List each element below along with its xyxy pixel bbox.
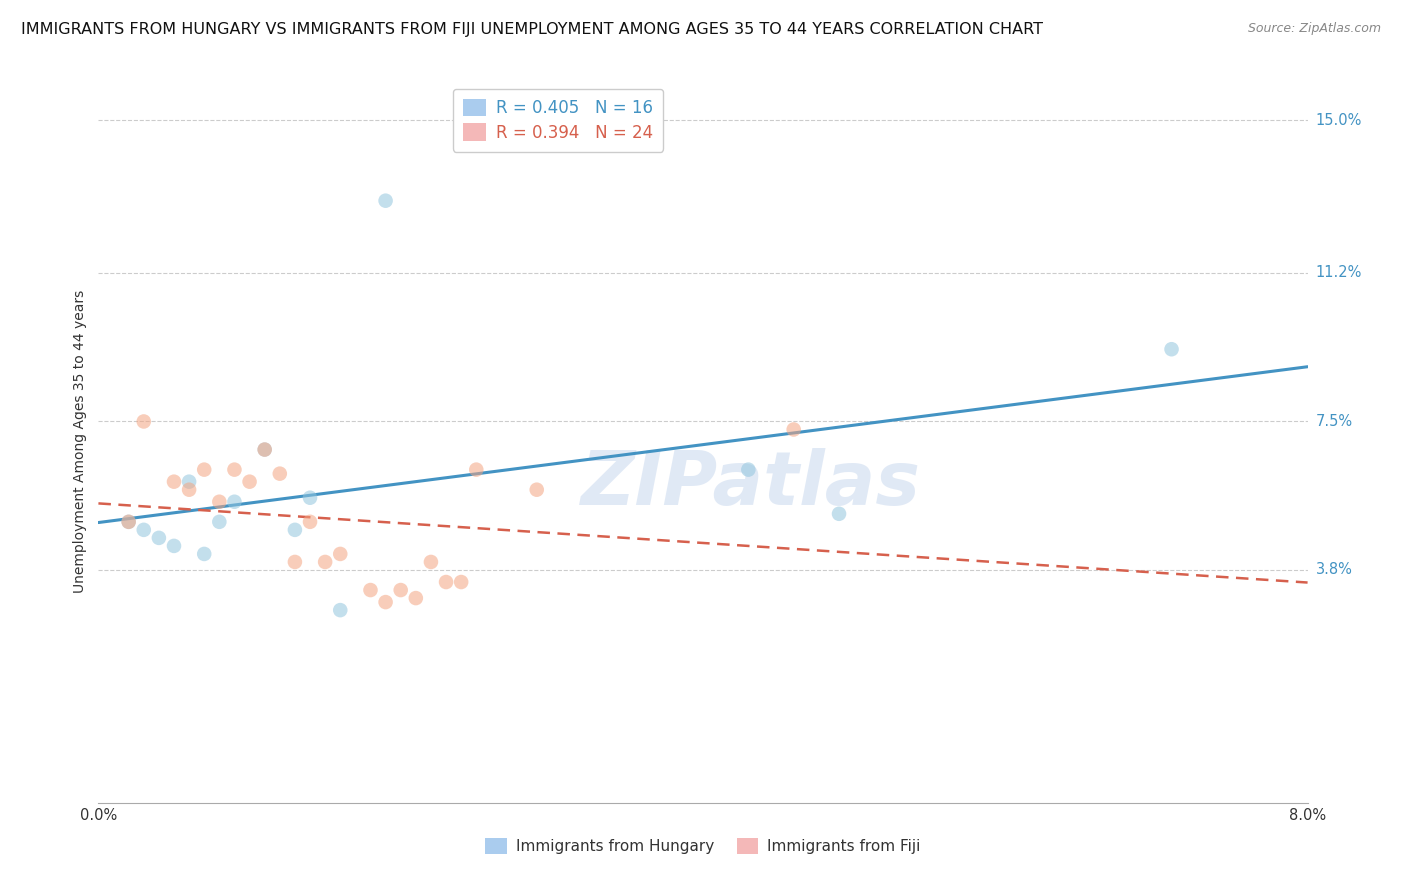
Point xyxy=(179,475,201,489)
Point xyxy=(284,555,307,569)
Point xyxy=(208,494,231,508)
Point xyxy=(420,555,443,569)
Point xyxy=(1160,343,1182,357)
Point xyxy=(828,507,851,521)
Point xyxy=(208,515,231,529)
Point xyxy=(465,462,488,476)
Point xyxy=(360,583,382,598)
Point xyxy=(148,531,170,545)
Point xyxy=(132,414,155,429)
Point xyxy=(193,462,215,476)
Point xyxy=(193,547,215,561)
Point xyxy=(450,574,472,589)
Point xyxy=(284,523,307,537)
Point xyxy=(253,442,276,457)
Text: ZIPatlas: ZIPatlas xyxy=(581,449,921,522)
Point xyxy=(299,491,322,505)
Point xyxy=(299,515,322,529)
Point xyxy=(434,574,457,589)
Text: Source: ZipAtlas.com: Source: ZipAtlas.com xyxy=(1247,22,1381,36)
Text: IMMIGRANTS FROM HUNGARY VS IMMIGRANTS FROM FIJI UNEMPLOYMENT AMONG AGES 35 TO 44: IMMIGRANTS FROM HUNGARY VS IMMIGRANTS FR… xyxy=(21,22,1043,37)
Point xyxy=(179,483,201,497)
Point xyxy=(374,595,396,609)
Point xyxy=(132,523,155,537)
Point xyxy=(405,591,427,606)
Point xyxy=(314,555,336,569)
Text: 7.5%: 7.5% xyxy=(1316,414,1353,429)
Point xyxy=(253,442,276,457)
Text: 15.0%: 15.0% xyxy=(1316,113,1362,128)
Point xyxy=(526,483,548,497)
Point xyxy=(163,539,186,553)
Point xyxy=(783,423,806,437)
Point xyxy=(118,515,141,529)
Point xyxy=(389,583,412,598)
Point xyxy=(737,462,759,476)
Y-axis label: Unemployment Among Ages 35 to 44 years: Unemployment Among Ages 35 to 44 years xyxy=(73,290,87,593)
Legend: Immigrants from Hungary, Immigrants from Fiji: Immigrants from Hungary, Immigrants from… xyxy=(479,832,927,860)
Point xyxy=(239,475,262,489)
Point xyxy=(224,494,246,508)
Point xyxy=(269,467,291,481)
Point xyxy=(163,475,186,489)
Point xyxy=(329,547,352,561)
Point xyxy=(224,462,246,476)
Point xyxy=(374,194,396,208)
Point xyxy=(329,603,352,617)
Text: 11.2%: 11.2% xyxy=(1316,266,1362,280)
Point xyxy=(118,515,141,529)
Text: 3.8%: 3.8% xyxy=(1316,563,1353,577)
